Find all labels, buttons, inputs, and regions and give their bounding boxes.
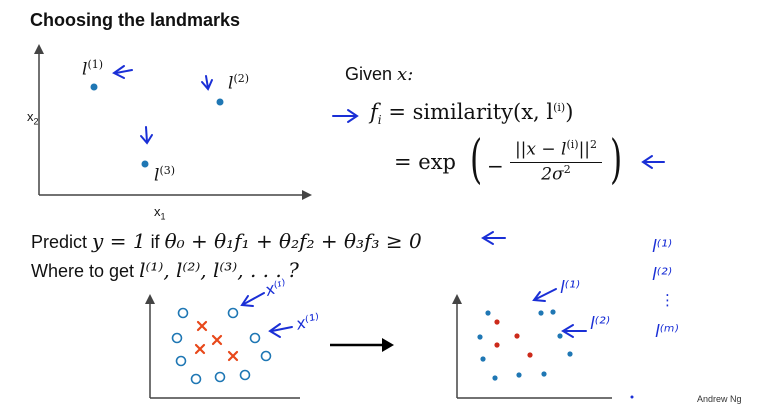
handwritten-list-l1: l⁽¹⁾: [652, 237, 672, 257]
stray-mark: [630, 395, 634, 399]
right-paren: ): [610, 130, 623, 190]
author-credit: Andrew Ng: [697, 394, 742, 404]
gaussian-kernel-formula: = exp ( − ||x − l(i)||2 2σ2 ): [394, 130, 623, 190]
similarity-formula: fi = similarity(x, l(i)): [370, 100, 574, 128]
slide-title: Choosing the landmarks: [30, 10, 241, 30]
numerator: ||x − l(i)||2: [514, 138, 598, 160]
fraction-bar: [510, 161, 602, 163]
landmark-point-2: [216, 98, 224, 106]
predict-line: Predict y = 1 if θ₀ + θ₁f₁ + θ₂f₂ + θ₃f₃…: [31, 229, 422, 253]
denominator: 2σ2: [541, 162, 571, 185]
training-examples-crosses: [194, 320, 239, 362]
top-plot-axes: [34, 44, 312, 200]
handwritten-list-dots: ⋮: [660, 291, 675, 309]
landmark-point-3: [141, 160, 149, 168]
training-examples-circles: [171, 307, 272, 385]
handwritten-arrows-bottom-right: [532, 288, 587, 338]
y-axis-label: x2: [27, 109, 39, 127]
handwritten-l2: l⁽²⁾: [590, 314, 610, 334]
landmark-label-3: l(3): [154, 164, 176, 186]
landmark-label-1: l(1): [82, 58, 104, 80]
handwritten-arrows-bottom-left: [240, 292, 293, 338]
left-paren: (: [470, 130, 483, 190]
bottom-left-plot-axes: [145, 294, 300, 399]
transform-arrow: [330, 338, 394, 352]
given-line: Given x:: [345, 64, 414, 85]
bottom-right-plot-axes: [452, 294, 612, 399]
handwritten-l1: l⁽¹⁾: [560, 278, 580, 298]
handwritten-list-lm: l⁽ᵐ⁾: [655, 322, 679, 342]
landmark-points-blue: [477, 309, 573, 381]
minus-sign: −: [487, 154, 504, 178]
where-line: Where to get l⁽¹⁾, l⁽²⁾, l⁽³⁾, . . . ?: [31, 258, 299, 282]
landmark-points-red: [494, 319, 533, 358]
landmark-point-1: [90, 83, 98, 91]
fraction: ||x − l(i)||2 2σ2: [506, 138, 606, 184]
landmark-label-2: l(2): [228, 72, 250, 94]
handwritten-arrows-top-plot: [112, 65, 665, 245]
handwritten-list-l2: l⁽²⁾: [652, 265, 672, 285]
x-axis-label: x1: [154, 204, 166, 222]
